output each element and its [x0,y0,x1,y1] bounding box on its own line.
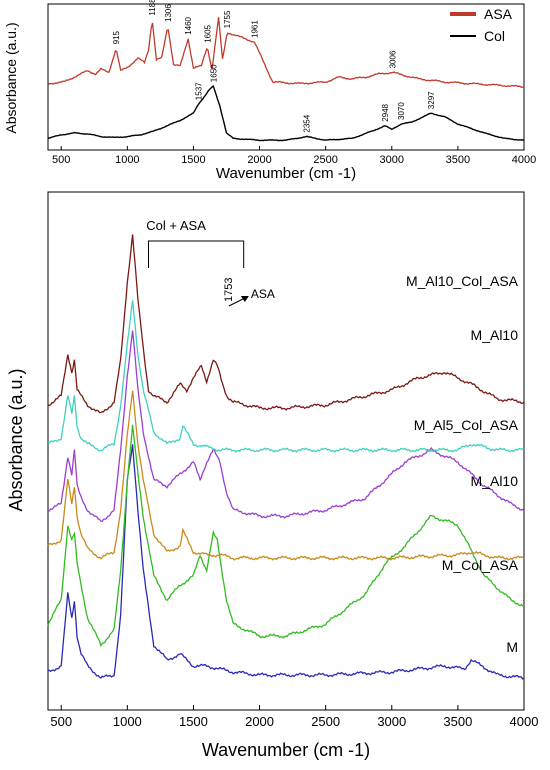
series-line-m-al10-col-asa [47,234,525,414]
series-label: M_Al10 [471,473,519,489]
top-x-tick-label: 1500 [181,154,205,166]
series-line-m-al5-col-asa [47,330,525,523]
bottom-y-axis-label: Absorbance (a.u.) [6,368,26,511]
series-label: M_Al10 [471,327,519,343]
series-line-asa [47,17,525,88]
peak-label-col: 2948 [381,103,390,121]
top-x-tick-label: 500 [52,154,70,166]
asa-arrow-line [228,297,246,307]
peak-label-col: 1537 [194,82,203,100]
legend-entry: Col [484,28,505,44]
peak-label-asa: 1188 [148,0,157,16]
peak-label-asa: 1755 [223,10,232,28]
bottom-panel-chart: M M_Col_ASA M_Al10 M_Al5_Col_ASA M_Al10 M_Al1… [6,191,539,760]
top-x-tick-label: 1000 [115,154,139,166]
series-line-m-col-asa [47,424,525,648]
top-x-tick-label: 2000 [247,154,271,166]
bottom-plot-frame [47,191,525,711]
bracket-label: Col + ASA [146,218,206,233]
legend-entry: ASA [484,6,513,22]
peak-label-asa: 1306 [164,4,173,22]
bottom-x-tick-label: 4000 [510,714,539,729]
bottom-x-tick-label: 3000 [377,714,406,729]
bottom-x-tick-label: 3500 [443,714,472,729]
top-panel-chart: 915 1188 1306 1460 1605 1755 1961 3006 1537 1650 2… [3,0,536,182]
asa-arrow-head [240,296,249,302]
peak-label-col: 2354 [302,114,311,132]
top-y-axis-label: Absorbance (a.u.) [3,22,19,133]
top-plot-frame [47,3,525,151]
series-line-m-al10 [47,390,525,561]
series-label: M_Col_ASA [442,557,519,573]
peak-label-col: 1650 [209,64,218,82]
series-line-col [47,84,525,142]
bottom-x-tick-label: 1000 [113,714,142,729]
peak-label-col: 3070 [397,102,406,120]
bottom-x-tick-label: 2000 [245,714,274,729]
top-legend: ASA Col [450,6,513,44]
top-x-axis-label: Wavenumber (cm -1) [216,165,356,182]
bottom-x-tick-label: 500 [50,714,72,729]
series-label: M [506,639,518,655]
bottom-x-axis-label: Wavenumber (cm -1) [202,740,370,760]
series-line-m-al10 [47,300,525,453]
peak-label-col: 3297 [427,91,436,109]
col-asa-bracket [147,240,245,268]
top-x-tick-label: 3000 [380,154,404,166]
bottom-x-tick-label: 1500 [179,714,208,729]
asa-arrow-label: ASA [251,287,275,301]
top-x-tick-label: 2500 [313,154,337,166]
peak-label-asa: 915 [112,31,121,45]
series-label: M_Al5_Col_ASA [414,417,519,433]
top-x-tick-label: 4000 [512,154,536,166]
peak-label-asa: 1961 [250,20,259,38]
bottom-x-tick-label: 2500 [311,714,340,729]
peak-label-asa: 1460 [184,16,193,34]
peak-label-1753: 1753 [223,278,235,302]
series-label: M_Al10_Col_ASA [406,273,519,289]
peak-label-asa: 3006 [389,50,398,68]
peak-label-asa: 1605 [203,24,212,42]
top-x-tick-label: 3500 [446,154,470,166]
